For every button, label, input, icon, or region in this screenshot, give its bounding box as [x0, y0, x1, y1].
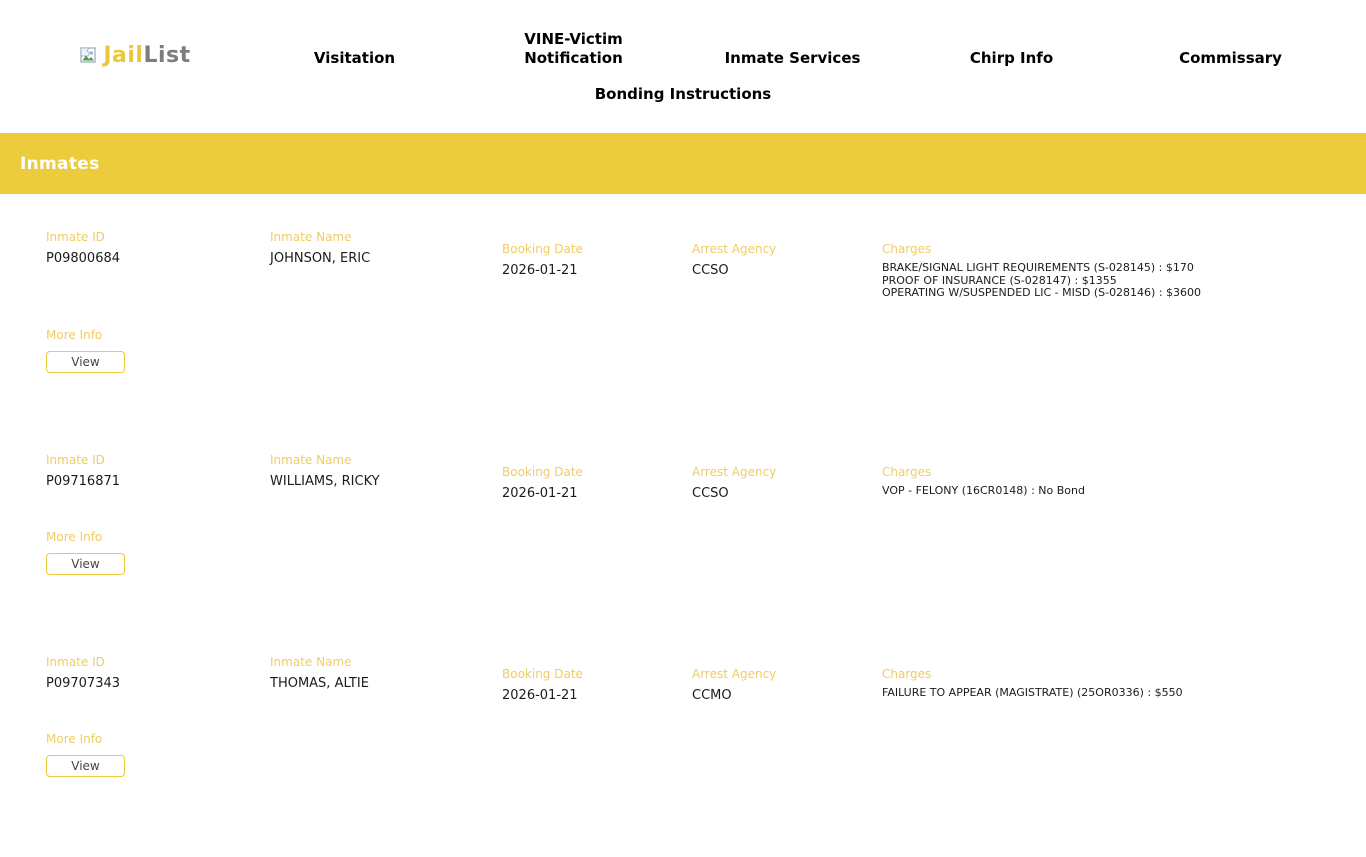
inmates-banner: Inmates [0, 133, 1366, 194]
booking-date-value: 2026-01-21 [502, 687, 578, 703]
booking-date-label: Booking Date [502, 666, 583, 681]
arrest-agency-label: Arrest Agency [692, 464, 777, 479]
charges-label: Charges [882, 242, 932, 256]
charge-line: PROOF OF INSURANCE (S-028147) : $1355 [882, 273, 1117, 287]
inmate-card: Inmate ID P09800684 Inmate Name JOHNSON,… [46, 230, 1320, 373]
booking-date-col: Booking Date 2026-01-21 [502, 230, 692, 279]
charge-line: VOP - FELONY (16CR0148) : No Bond [882, 483, 1085, 497]
arrest-agency-value: CCSO [692, 263, 729, 278]
inmate-name-col: Inmate Name THOMAS, ALTIE [270, 655, 502, 692]
logo-jail: Jail [103, 43, 144, 68]
booking-date-col: Booking Date 2026-01-21 [502, 655, 692, 704]
inmate-card: Inmate ID P09716871 Inmate Name WILLIAMS… [46, 453, 1320, 575]
broken-image-icon [80, 47, 97, 64]
booking-date-col: Booking Date 2026-01-21 [502, 453, 692, 502]
booking-date-label: Booking Date [502, 464, 583, 479]
charge-line: FAILURE TO APPEAR (MAGISTRATE) (25OR0336… [882, 685, 1183, 699]
logo-text: JailList [103, 43, 190, 68]
inmate-id-value: P09800684 [46, 251, 121, 266]
inmate-id-col: Inmate ID P09716871 [46, 453, 270, 490]
inmate-id-value: P09716871 [46, 473, 121, 489]
booking-date-label: Booking Date [502, 242, 583, 256]
logo[interactable]: JailList [26, 43, 245, 68]
more-info-section: More Info View [46, 328, 1320, 373]
more-info-label: More Info [46, 731, 103, 746]
inmate-name-label: Inmate Name [270, 230, 352, 244]
charges-col: Charges VOP - FELONY (16CR0148) : No Bon… [882, 453, 1320, 498]
booking-date-value: 2026-01-21 [502, 485, 578, 501]
inmate-name-value: WILLIAMS, RICKY [270, 473, 380, 489]
page-title: Inmates [20, 153, 100, 174]
arrest-agency-label: Arrest Agency [692, 242, 777, 256]
arrest-agency-col: Arrest Agency CCSO [692, 230, 882, 279]
charge-line: OPERATING W/SUSPENDED LIC - MISD (S-0281… [882, 286, 1202, 299]
arrest-agency-value: CCMO [692, 687, 732, 703]
inmate-card: Inmate ID P09707343 Inmate Name THOMAS, … [46, 655, 1320, 777]
arrest-agency-value: CCSO [692, 485, 729, 501]
inmate-id-label: Inmate ID [46, 452, 105, 467]
inmate-name-label: Inmate Name [270, 654, 352, 669]
view-button[interactable]: View [46, 754, 125, 777]
charges-col: Charges FAILURE TO APPEAR (MAGISTRATE) (… [882, 655, 1320, 700]
inmate-name-label: Inmate Name [270, 452, 352, 467]
more-info-label: More Info [46, 529, 103, 544]
nav-bar: JailList Visitation VINE-Victim Notifica… [0, 30, 1366, 68]
site-header: JailList Visitation VINE-Victim Notifica… [0, 0, 1366, 133]
inmate-name-col: Inmate Name WILLIAMS, RICKY [270, 453, 502, 490]
logo-list: List [143, 43, 191, 68]
booking-date-value: 2026-01-21 [502, 263, 578, 278]
more-info-section: More Info View [46, 530, 1320, 575]
view-button[interactable]: View [46, 350, 125, 373]
more-info-label: More Info [46, 327, 103, 342]
inmate-name-col: Inmate Name JOHNSON, ERIC [270, 230, 502, 267]
inmate-name-value: JOHNSON, ERIC [270, 251, 371, 266]
inmate-name-value: THOMAS, ALTIE [270, 675, 369, 691]
nav-bonding-instructions[interactable]: Bonding Instructions [594, 85, 772, 103]
charge-line: BRAKE/SIGNAL LIGHT REQUIREMENTS (S-02814… [882, 261, 1194, 274]
inmate-id-col: Inmate ID P09707343 [46, 655, 270, 692]
charges-label: Charges [882, 464, 932, 479]
nav-vine-victim-notification[interactable]: VINE-Victim Notification [524, 30, 623, 67]
arrest-agency-label: Arrest Agency [692, 666, 777, 681]
inmate-id-value: P09707343 [46, 675, 121, 691]
charges-label: Charges [882, 666, 932, 681]
charges-col: Charges BRAKE/SIGNAL LIGHT REQUIREMENTS … [882, 230, 1320, 300]
nav-bar-row2: Bonding Instructions [0, 84, 1366, 133]
nav-inmate-services[interactable]: Inmate Services [724, 49, 861, 67]
arrest-agency-col: Arrest Agency CCMO [692, 655, 882, 704]
inmate-id-col: Inmate ID P09800684 [46, 230, 270, 267]
inmate-list: Inmate ID P09800684 Inmate Name JOHNSON,… [0, 194, 1366, 777]
nav-chirp-info[interactable]: Chirp Info [969, 49, 1054, 67]
inmate-id-label: Inmate ID [46, 654, 105, 669]
more-info-section: More Info View [46, 732, 1320, 777]
inmate-id-label: Inmate ID [46, 230, 105, 244]
arrest-agency-col: Arrest Agency CCSO [692, 453, 882, 502]
nav-visitation[interactable]: Visitation [313, 49, 396, 67]
view-button[interactable]: View [46, 552, 125, 575]
nav-commissary[interactable]: Commissary [1179, 49, 1282, 67]
